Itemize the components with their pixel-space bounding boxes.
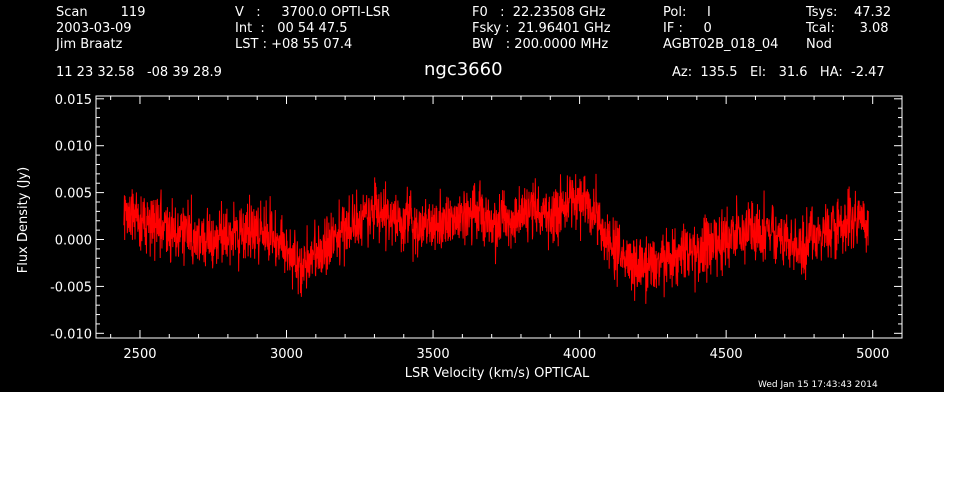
y-tick-label: -0.010 xyxy=(50,327,92,342)
y-tick-label: -0.005 xyxy=(50,280,92,295)
observer-label: Jim Braatz xyxy=(56,37,123,52)
series-line xyxy=(123,173,869,304)
ticks-layer: 2500 3000 3500 4000 4500 5000 -0.010 -0.005 0.00… xyxy=(50,93,903,362)
velocity-label: V : 3700.0 OPTI-LSR xyxy=(235,5,391,20)
polarization-label: Pol: I xyxy=(663,5,711,20)
tsys-label: Tsys: 47.32 xyxy=(806,5,892,20)
x-tick-label: 2500 xyxy=(123,347,156,362)
x-tick-label: 5000 xyxy=(856,347,889,362)
project-label: AGBT02B_018_04 xyxy=(663,37,779,52)
x-tick-label: 4000 xyxy=(563,347,596,362)
plot-frame xyxy=(95,95,903,339)
scan-label: Scan 119 xyxy=(56,5,146,20)
y-tick-label: 0.015 xyxy=(55,93,92,108)
y-tick-label: 0.005 xyxy=(55,187,92,202)
y-axis-label: Flux Density (Jy) xyxy=(16,167,31,273)
rest-frequency-label: F0 : 22.23508 GHz xyxy=(472,5,606,20)
source-coordinates: 11 23 32.58 -08 39 28.9 xyxy=(56,65,222,80)
y-tick-label: 0.010 xyxy=(55,140,92,155)
source-name: ngc3660 xyxy=(424,59,503,80)
x-tick-label: 4500 xyxy=(710,347,743,362)
timestamp-label: Wed Jan 15 17:43:43 2014 xyxy=(758,380,878,390)
tcal-label: Tcal: 3.08 xyxy=(806,21,889,36)
procedure-label: Nod xyxy=(806,37,832,52)
date-label: 2003-03-09 xyxy=(56,21,132,36)
y-tick-label: 0.000 xyxy=(55,234,92,249)
x-axis-label: LSR Velocity (km/s) OPTICAL xyxy=(405,366,590,381)
plot-panel: Scan 119 2003-03-09 Jim Braatz V : 3700.… xyxy=(0,0,944,392)
bandwidth-label: BW : 200.0000 MHz xyxy=(472,37,609,52)
series-layer xyxy=(123,173,869,304)
sky-frequency-label: Fsky : 21.96401 GHz xyxy=(472,21,611,36)
integration-label: Int : 00 54 47.5 xyxy=(235,21,348,36)
az-el-ha-label: Az: 135.5 El: 31.6 HA: -2.47 xyxy=(672,65,885,80)
spectrum-chart: 2500 3000 3500 4000 4500 5000 -0.010 -0.005 0.00… xyxy=(16,93,903,381)
x-tick-label: 3500 xyxy=(417,347,450,362)
if-label: IF : 0 xyxy=(663,21,712,36)
x-tick-label: 3000 xyxy=(270,347,303,362)
lst-label: LST : +08 55 07.4 xyxy=(235,37,353,52)
